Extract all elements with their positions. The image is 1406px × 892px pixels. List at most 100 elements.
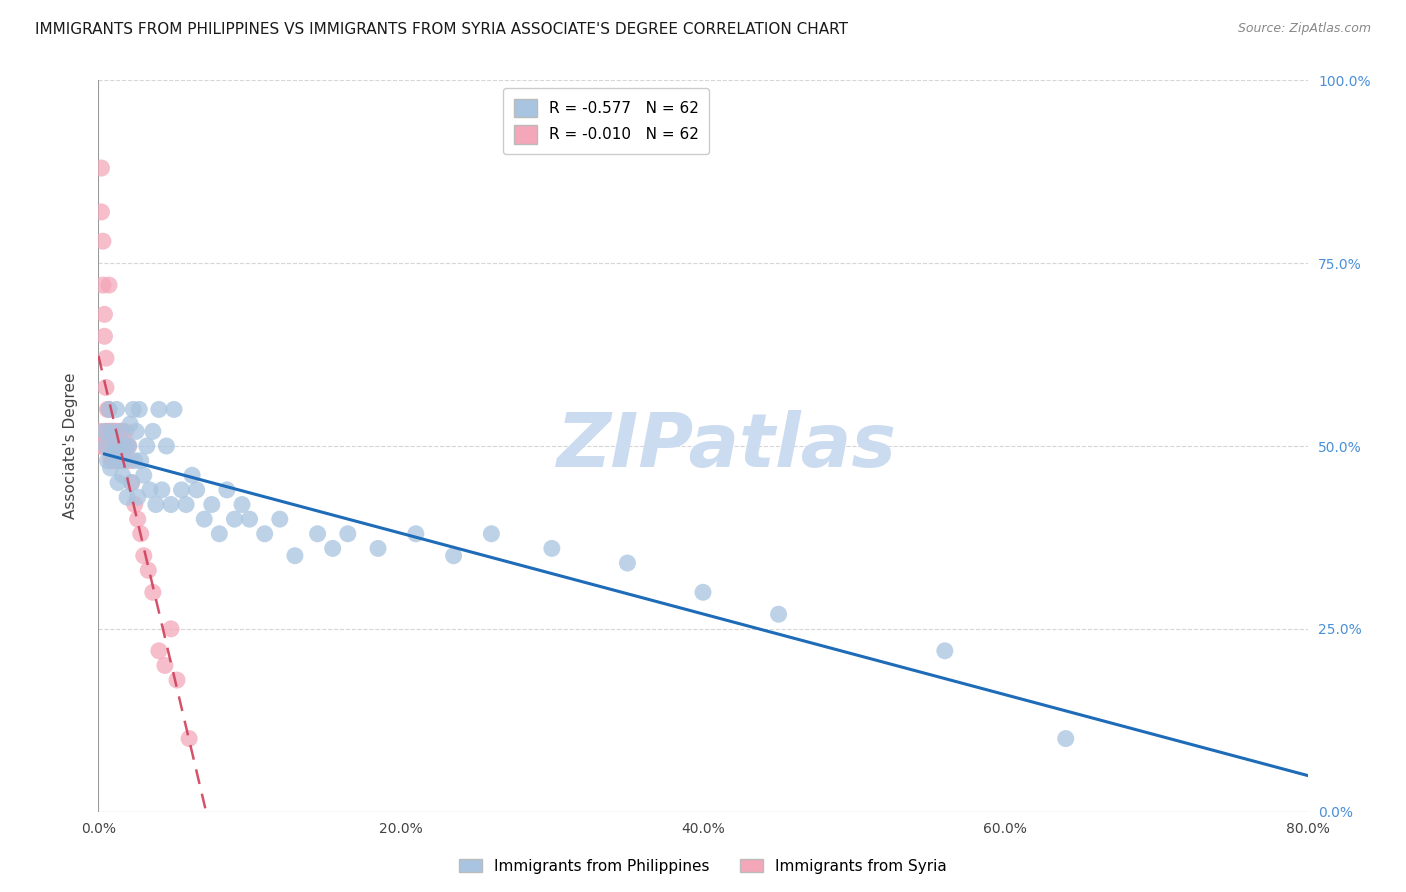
Point (148, 644, 170, 658)
Point (111, 425, 134, 439)
Point (405, 526, 427, 541)
Point (94, 439, 117, 453)
Point (108, 425, 131, 439)
Point (103, 425, 125, 439)
Point (768, 607, 790, 622)
Point (111, 439, 134, 453)
Point (104, 425, 127, 439)
Point (90, 205, 112, 219)
Point (136, 563, 159, 577)
Point (120, 417, 142, 431)
Point (94, 425, 117, 439)
Point (91, 278, 114, 293)
Point (94, 439, 117, 453)
Point (101, 425, 124, 439)
Point (111, 468, 134, 483)
Point (121, 475, 143, 490)
Point (208, 526, 231, 541)
Point (96, 425, 118, 439)
Text: IMMIGRANTS FROM PHILIPPINES VS IMMIGRANTS FROM SYRIA ASSOCIATE'S DEGREE CORRELAT: IMMIGRANTS FROM PHILIPPINES VS IMMIGRANT… (35, 22, 848, 37)
Legend: Immigrants from Philippines, Immigrants from Syria: Immigrants from Philippines, Immigrants … (453, 853, 953, 880)
Point (107, 475, 129, 490)
Point (201, 498, 224, 512)
Point (934, 644, 956, 658)
Point (179, 731, 201, 746)
Point (100, 461, 122, 475)
Point (110, 425, 132, 439)
Point (127, 512, 149, 526)
Point (89, 425, 111, 439)
Point (284, 549, 307, 563)
Text: Source: ZipAtlas.com: Source: ZipAtlas.com (1237, 22, 1371, 36)
Legend: R = -0.577   N = 62, R = -0.010   N = 62: R = -0.577 N = 62, R = -0.010 N = 62 (503, 88, 710, 154)
Point (103, 446, 125, 460)
Point (160, 622, 183, 636)
Point (118, 439, 141, 453)
Point (148, 402, 170, 417)
Y-axis label: Associate's Degree: Associate's Degree (63, 373, 77, 519)
Point (120, 453, 142, 467)
Point (101, 453, 124, 467)
Point (91, 234, 114, 248)
Point (110, 453, 132, 467)
Point (122, 402, 145, 417)
Point (132, 549, 155, 563)
Point (105, 402, 128, 417)
Point (163, 402, 186, 417)
Point (367, 541, 389, 556)
Point (115, 439, 138, 453)
Point (145, 498, 167, 512)
Point (103, 453, 125, 467)
Point (139, 483, 162, 497)
Point (98, 402, 121, 417)
Point (90, 439, 112, 453)
Point (132, 468, 155, 483)
Point (101, 439, 124, 453)
Point (1054, 731, 1077, 746)
Point (181, 468, 204, 483)
Point (89, 439, 111, 453)
Point (142, 585, 165, 599)
Point (96, 453, 118, 467)
Point (96, 402, 118, 417)
Point (186, 483, 208, 497)
Point (93, 307, 115, 321)
Point (160, 498, 183, 512)
Point (114, 453, 136, 467)
Point (98, 439, 121, 453)
Point (107, 439, 129, 453)
Point (481, 526, 503, 541)
Point (616, 556, 638, 570)
Point (129, 526, 152, 541)
Point (231, 498, 253, 512)
Point (135, 439, 157, 453)
Point (253, 526, 276, 541)
Point (118, 439, 141, 453)
Point (91, 439, 114, 453)
Point (108, 439, 131, 453)
Point (90, 161, 112, 175)
Point (125, 425, 148, 439)
Point (93, 425, 115, 439)
Point (170, 483, 193, 497)
Point (114, 425, 136, 439)
Point (224, 512, 246, 526)
Point (104, 439, 127, 453)
Point (166, 673, 188, 687)
Point (98, 278, 121, 293)
Point (150, 483, 173, 497)
Point (96, 439, 118, 453)
Point (692, 585, 714, 599)
Point (100, 439, 122, 453)
Point (443, 549, 465, 563)
Point (94, 351, 117, 366)
Point (94, 380, 117, 394)
Point (98, 425, 121, 439)
Point (127, 490, 149, 504)
Point (155, 439, 177, 453)
Point (103, 439, 125, 453)
Point (115, 490, 138, 504)
Point (336, 526, 359, 541)
Point (540, 541, 562, 556)
Text: ZIPatlas: ZIPatlas (557, 409, 897, 483)
